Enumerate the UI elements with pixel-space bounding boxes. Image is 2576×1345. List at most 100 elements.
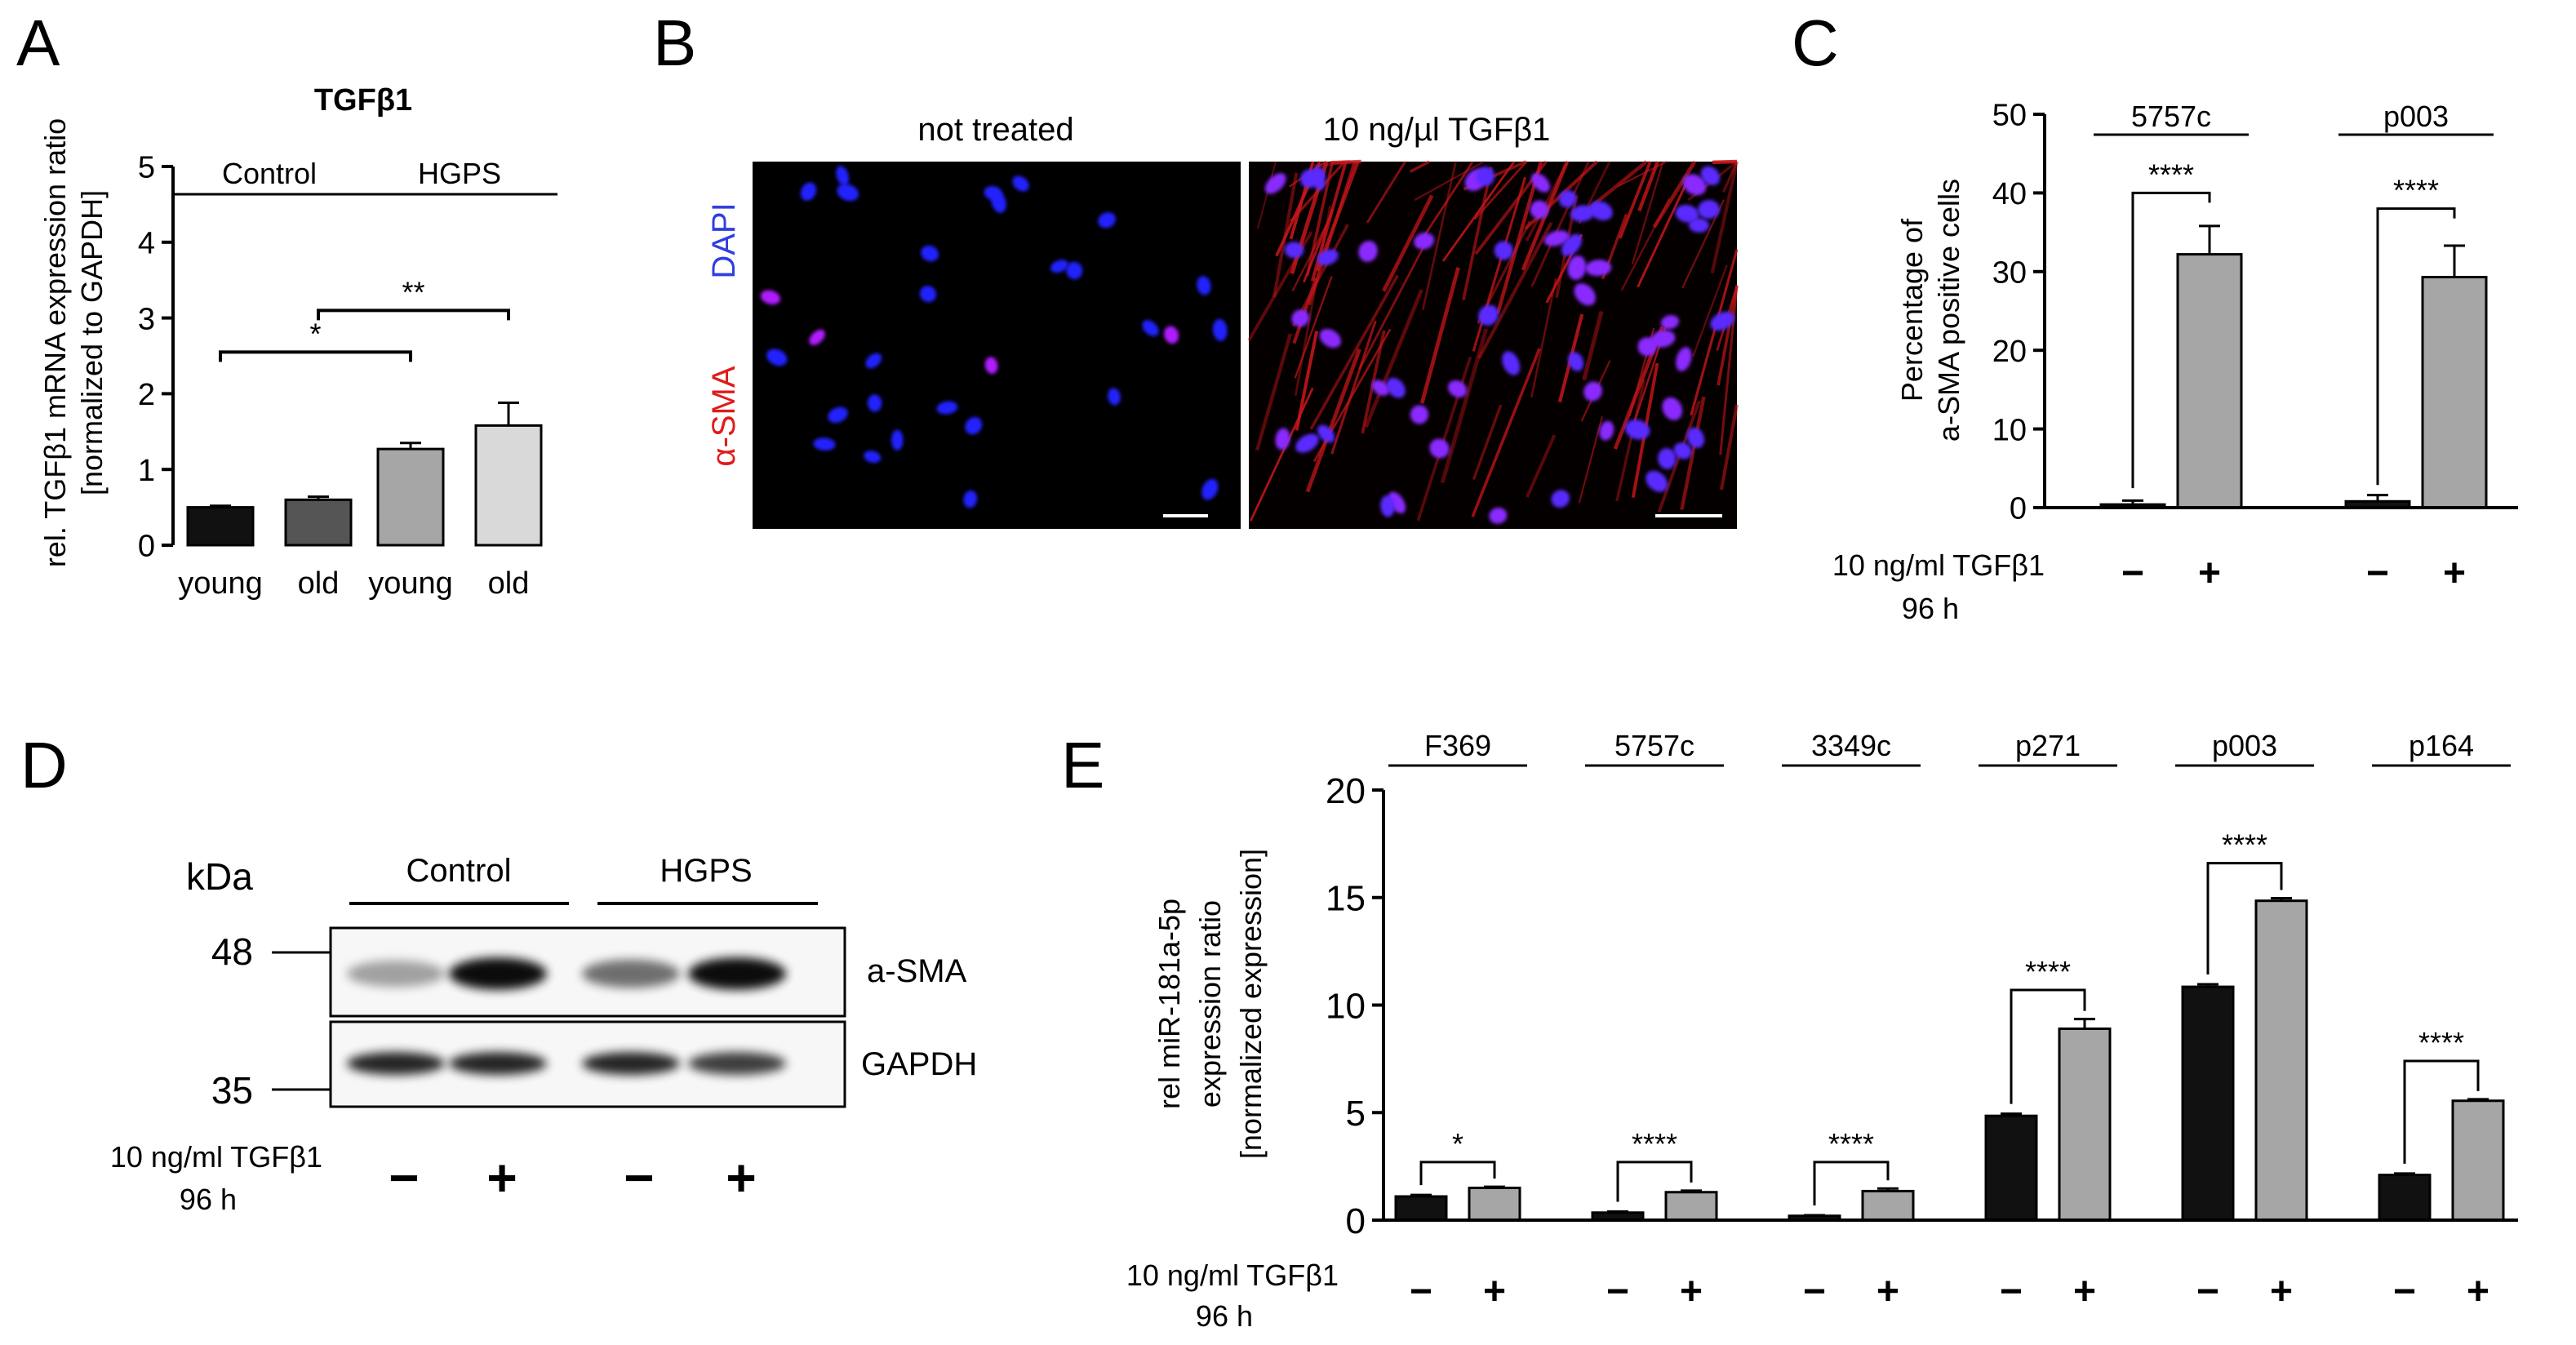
nucleus <box>1673 442 1692 459</box>
nucleus <box>919 286 937 303</box>
nucleus <box>1012 175 1029 192</box>
significance-label: **** <box>2148 158 2194 191</box>
actin-fiber <box>1710 161 1739 274</box>
nucleus <box>1658 448 1677 469</box>
treatment-sign: + <box>486 1148 517 1207</box>
actin-fiber <box>1250 387 1314 522</box>
nucleus <box>1682 174 1707 196</box>
blot-bands <box>347 957 786 1075</box>
group-label: HGPS <box>418 157 501 190</box>
micrograph-untreated <box>753 162 1241 529</box>
treatment-sign: − <box>1410 1270 1432 1313</box>
nucleus <box>1543 230 1570 246</box>
treatment-sign: + <box>2198 552 2221 595</box>
microscopy-panel: not treated 10 ng/µl TGFβ1 DAPI α-SMA <box>706 112 1739 529</box>
nucleus <box>1568 352 1584 371</box>
nucleus <box>813 437 836 451</box>
bar <box>284 498 353 547</box>
group-label: 5757c <box>2131 100 2211 133</box>
treatment-sign: + <box>2073 1270 2096 1313</box>
nucleus <box>1551 490 1570 508</box>
chart-a: 0 1 2 3 4 5 TGFβ1 rel. TGFβ1 mRNA expression ra… <box>38 83 557 601</box>
actin-fiber <box>1477 221 1553 360</box>
nucleus <box>1098 212 1116 229</box>
band-asma <box>347 960 445 988</box>
panel-letter-d: D <box>20 729 68 801</box>
actin-fiber <box>1690 249 1739 416</box>
band-gapdh <box>688 1052 786 1075</box>
stain-label-asma: α-SMA <box>706 366 742 466</box>
nucleus <box>1317 249 1339 266</box>
y-axis-label: expression ratio <box>1193 900 1227 1108</box>
bar <box>1468 1186 1521 1222</box>
nucleus <box>1599 420 1614 441</box>
nucleus <box>1142 320 1159 336</box>
panel-letter-a: A <box>16 7 60 79</box>
actin-fiber <box>1652 160 1697 229</box>
significance-label: **** <box>2418 1026 2464 1059</box>
actin-fiber <box>1421 162 1457 310</box>
actin-fiber <box>1637 161 1659 212</box>
actin-fiber <box>1366 161 1406 224</box>
actin-fiber <box>1441 161 1516 262</box>
panel-letter-c: C <box>1792 7 1839 79</box>
group-label-control: Control <box>406 853 512 889</box>
significance-bracket <box>2403 1059 2480 1164</box>
group-label: F369 <box>1424 729 1491 762</box>
actin-fiber <box>1719 286 1739 455</box>
bar <box>474 424 543 547</box>
treatment-sign: + <box>2467 1270 2489 1313</box>
actin-fiber <box>1615 380 1646 502</box>
y-tick-label: 3 <box>138 302 155 336</box>
actin-fiber <box>1618 161 1668 187</box>
nucleus <box>1700 166 1721 186</box>
significance-label: ** <box>402 275 424 309</box>
nucleus <box>1675 204 1699 223</box>
actin-fiber <box>1526 434 1557 498</box>
actin-fiber <box>1364 289 1423 428</box>
group-label: Control <box>222 157 317 190</box>
actin-fiber <box>1530 161 1590 287</box>
significance-bracket <box>2010 988 2086 1104</box>
actin-fiber <box>1291 223 1328 292</box>
x-tick-label: young <box>368 566 453 601</box>
nucleus <box>1429 438 1450 459</box>
actin-fiber <box>1717 285 1739 386</box>
nucleus <box>1660 315 1680 330</box>
significance-label: **** <box>1828 1127 1874 1161</box>
significance-bracket <box>1616 1161 1693 1202</box>
nucleus <box>836 166 850 186</box>
band-gapdh <box>449 1052 547 1075</box>
band-asma <box>449 957 547 990</box>
actin-fiber <box>1409 160 1430 173</box>
nucleus <box>1050 260 1068 273</box>
treatment-sign: − <box>2121 552 2144 595</box>
chart-title: TGFβ1 <box>314 83 412 118</box>
nucleus <box>891 429 904 451</box>
nucleus <box>1414 232 1435 250</box>
actin-fiber <box>1358 240 1428 371</box>
marker-48: 48 <box>211 930 253 973</box>
nucleus <box>1066 261 1083 280</box>
panel-letter-e: E <box>1061 729 1104 801</box>
significance-bracket <box>1419 1161 1496 1186</box>
actin-fiber <box>1419 267 1460 404</box>
significance-label: * <box>309 317 321 350</box>
nucleus <box>1319 329 1341 348</box>
y-axis-label: Percentage of <box>1895 218 1929 402</box>
y-tick-label: 30 <box>1992 255 2027 290</box>
actin-fiber <box>1618 161 1652 239</box>
group-label: p003 <box>2212 729 2277 762</box>
y-axis-label: [normalized to GAPDH] <box>75 190 109 495</box>
treatment-label-line1: 10 ng/ml TGFβ1 <box>1832 548 2045 582</box>
actin-fiber <box>1472 404 1503 481</box>
chart-c: 0 10 20 30 40 50 Percentage of a-SMA positive c… <box>1832 99 2518 625</box>
stain-label-dapi: DAPI <box>706 202 742 278</box>
nucleus <box>1567 255 1587 280</box>
y-tick-label: 2 <box>138 378 155 412</box>
treatment-label-line2: 96 h <box>1902 592 1959 625</box>
actin-fiber <box>1473 161 1528 220</box>
actin-fiber <box>1305 348 1361 493</box>
actin-fiber <box>1256 161 1277 229</box>
y-tick-label: 1 <box>138 454 155 488</box>
